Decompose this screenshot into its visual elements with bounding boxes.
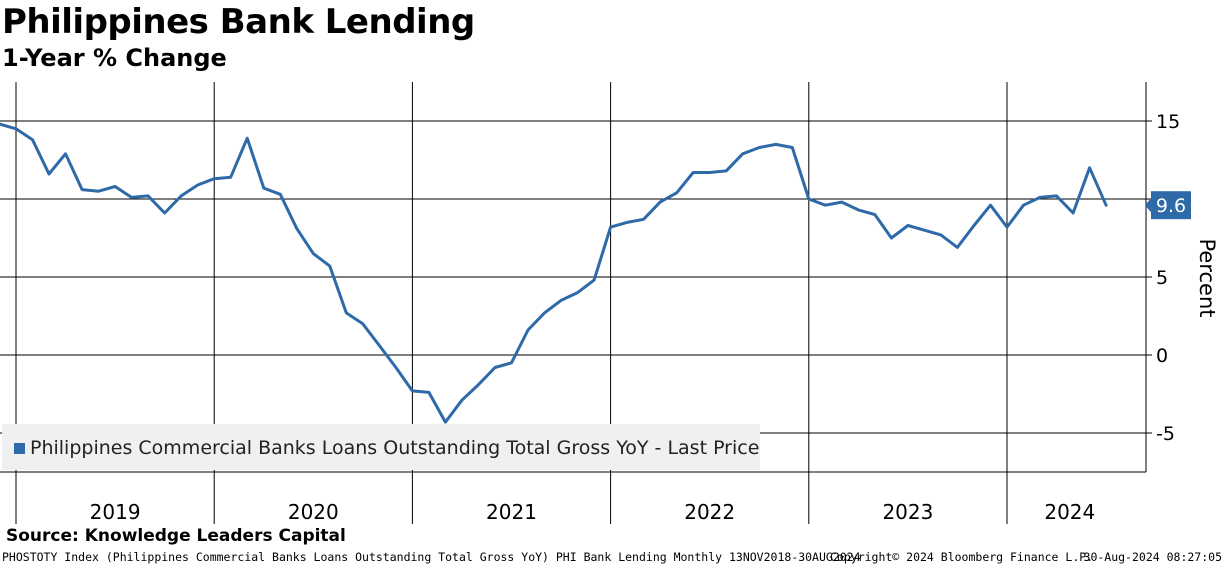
source-note: Source: Knowledge Leaders Capital bbox=[6, 526, 346, 546]
legend: Philippines Commercial Banks Loans Outst… bbox=[2, 424, 760, 470]
x-year-label: 2023 bbox=[882, 500, 933, 524]
last-value-label: 9.6 bbox=[1156, 195, 1186, 217]
data-point bbox=[939, 233, 942, 236]
data-point bbox=[1072, 212, 1075, 215]
data-point bbox=[923, 229, 926, 232]
legend-swatch bbox=[14, 443, 25, 454]
data-point bbox=[774, 143, 777, 146]
data-point bbox=[956, 246, 959, 249]
data-point bbox=[427, 391, 430, 394]
x-year-label: 2024 bbox=[1044, 500, 1095, 524]
y-tick-label: -5 bbox=[1156, 423, 1175, 445]
data-point bbox=[593, 279, 596, 282]
data-point bbox=[807, 198, 810, 201]
y-axis-title: Percent bbox=[1195, 238, 1219, 317]
x-year-label: 2022 bbox=[684, 500, 735, 524]
series-line bbox=[0, 122, 1108, 424]
data-point bbox=[1022, 204, 1025, 207]
chart-title: Philippines Bank Lending bbox=[2, 2, 475, 42]
data-point bbox=[1039, 196, 1042, 199]
y-tick-label: 5 bbox=[1156, 267, 1168, 289]
data-point bbox=[328, 265, 331, 268]
x-year-label: 2021 bbox=[486, 500, 537, 524]
data-point bbox=[972, 224, 975, 227]
data-point bbox=[147, 194, 150, 197]
data-point bbox=[1088, 166, 1091, 169]
data-point bbox=[543, 311, 546, 314]
legend-label: Philippines Commercial Banks Loans Outst… bbox=[30, 437, 760, 459]
y-tick-label: 0 bbox=[1156, 345, 1168, 367]
series-layer bbox=[0, 122, 1108, 424]
data-point bbox=[378, 344, 381, 347]
data-point bbox=[31, 138, 34, 141]
data-point bbox=[196, 183, 199, 186]
data-point bbox=[576, 291, 579, 294]
data-point bbox=[345, 311, 348, 314]
data-point bbox=[493, 366, 496, 369]
data-point bbox=[873, 213, 876, 216]
data-point bbox=[477, 383, 480, 386]
data-point bbox=[15, 127, 18, 130]
data-point bbox=[48, 173, 51, 176]
data-point bbox=[1006, 226, 1009, 229]
chart-subtitle: 1-Year % Change bbox=[2, 44, 227, 72]
data-point bbox=[229, 176, 232, 179]
data-point bbox=[97, 190, 100, 193]
data-point bbox=[460, 399, 463, 402]
x-year-label: 2020 bbox=[288, 500, 339, 524]
data-point bbox=[130, 196, 133, 199]
data-point bbox=[659, 201, 662, 204]
footer-timestamp: 30-Aug-2024 08:27:05 bbox=[1083, 550, 1222, 564]
data-point bbox=[741, 152, 744, 155]
data-point bbox=[675, 191, 678, 194]
data-point bbox=[824, 204, 827, 207]
data-point bbox=[725, 169, 728, 172]
data-point bbox=[857, 208, 860, 211]
data-point bbox=[411, 389, 414, 392]
data-point bbox=[708, 171, 711, 174]
last-value-badge-pointer bbox=[1145, 198, 1151, 213]
data-point bbox=[279, 193, 282, 196]
x-axis-year-labels: 2019 2020 2021 2022 2023 2024 bbox=[90, 500, 1096, 524]
data-point bbox=[692, 171, 695, 174]
data-point bbox=[1105, 204, 1108, 207]
last-value-badge: 9.6 bbox=[1145, 191, 1191, 220]
data-point bbox=[81, 188, 84, 191]
data-point bbox=[64, 152, 67, 155]
data-point bbox=[989, 204, 992, 207]
data-point bbox=[642, 218, 645, 221]
data-point bbox=[890, 237, 893, 240]
data-point bbox=[1055, 194, 1058, 197]
data-point bbox=[609, 226, 612, 229]
data-point bbox=[758, 146, 761, 149]
data-point bbox=[906, 224, 909, 227]
data-point bbox=[295, 227, 298, 230]
data-point bbox=[840, 201, 843, 204]
y-tick-label: 15 bbox=[1156, 111, 1180, 133]
data-point bbox=[791, 146, 794, 149]
data-point bbox=[163, 212, 166, 215]
last-value-badge-bg bbox=[1151, 191, 1191, 220]
data-point bbox=[560, 299, 563, 302]
footer-description: PHOSTOTY Index (Philippines Commercial B… bbox=[2, 550, 861, 564]
x-year-label: 2019 bbox=[90, 500, 141, 524]
data-point bbox=[527, 329, 530, 332]
data-point bbox=[626, 221, 629, 224]
data-point bbox=[312, 252, 315, 255]
data-point bbox=[246, 137, 249, 140]
footer-copyright: Copyright© 2024 Bloomberg Finance L.P. bbox=[830, 550, 1094, 564]
data-point bbox=[262, 187, 265, 190]
data-point bbox=[361, 322, 364, 325]
data-point bbox=[114, 185, 117, 188]
data-point bbox=[180, 194, 183, 197]
y-axis: 151050-5 bbox=[1145, 82, 1180, 472]
data-point bbox=[510, 361, 513, 364]
data-point bbox=[394, 366, 397, 369]
data-point bbox=[213, 177, 216, 180]
